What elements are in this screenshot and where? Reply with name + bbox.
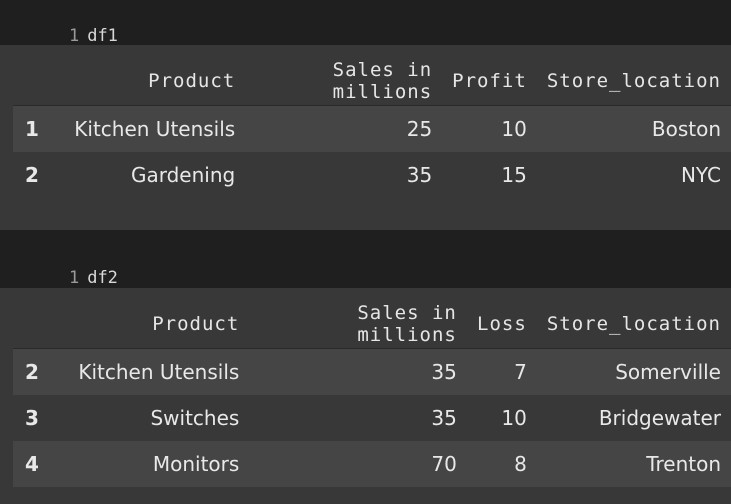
cell-store-location: Boston <box>536 105 731 152</box>
column-header-sales: Sales in millions <box>249 300 467 349</box>
cell-store-location: Trenton <box>536 441 731 487</box>
cell-sales: 35 <box>249 395 467 441</box>
cell-loss: 8 <box>466 441 537 487</box>
row-index: 2 <box>13 348 55 395</box>
row-index: 2 <box>13 152 54 198</box>
cell-product: Switches <box>54 395 250 441</box>
cell-store-location: Somerville <box>536 348 731 395</box>
header-row: Product Sales in millions Profit Store_l… <box>13 57 731 106</box>
cell-store-location: NYC <box>536 152 731 198</box>
column-header-store-location: Store_location <box>536 300 731 349</box>
column-header-sales: Sales in millions <box>245 57 443 106</box>
column-header-profit: Profit <box>442 57 537 106</box>
column-header-loss: Loss <box>466 300 537 349</box>
cell-profit: 10 <box>442 105 537 152</box>
index-header <box>13 57 54 106</box>
table-row: 3 Switches 35 10 Bridgewater <box>13 395 731 441</box>
table-row: 2 Gardening 35 15 NYC <box>13 152 731 198</box>
line-number: 1 <box>68 26 80 46</box>
row-index: 1 <box>13 105 54 152</box>
column-header-store-location: Store_location <box>536 57 731 106</box>
cell-sales: 25 <box>245 105 443 152</box>
cell-sales: 35 <box>249 348 467 395</box>
cell-sales: 70 <box>249 441 467 487</box>
output-area-df1: Product Sales in millions Profit Store_l… <box>0 45 731 230</box>
cell-product: Kitchen Utensils <box>54 348 250 395</box>
header-row: Product Sales in millions Loss Store_loc… <box>13 300 731 349</box>
code-cell-df1[interactable]: 1 df1 <box>0 0 731 46</box>
code-text: df1 <box>87 26 118 46</box>
dataframe-df2: Product Sales in millions Loss Store_loc… <box>13 300 731 487</box>
cell-loss: 7 <box>466 348 537 395</box>
index-header <box>13 300 55 349</box>
line-number: 1 <box>68 268 80 288</box>
cell-loss: 10 <box>466 395 537 441</box>
dataframe-df1: Product Sales in millions Profit Store_l… <box>13 57 731 198</box>
code-line[interactable]: 1 df2 <box>28 248 118 308</box>
cell-profit: 15 <box>442 152 537 198</box>
table-row: 4 Monitors 70 8 Trenton <box>13 441 731 487</box>
cell-store-location: Bridgewater <box>536 395 731 441</box>
cell-product: Monitors <box>54 441 250 487</box>
cell-sales: 35 <box>245 152 443 198</box>
cell-product: Gardening <box>53 152 246 198</box>
column-header-product: Product <box>54 300 250 349</box>
row-index: 3 <box>13 395 55 441</box>
cell-product: Kitchen Utensils <box>53 105 246 152</box>
table-row: 2 Kitchen Utensils 35 7 Somerville <box>13 348 731 395</box>
table-row: 1 Kitchen Utensils 25 10 Boston <box>13 105 731 152</box>
code-line[interactable]: 1 df1 <box>28 6 118 66</box>
row-index: 4 <box>13 441 55 487</box>
output-area-df2: Product Sales in millions Loss Store_loc… <box>0 288 731 504</box>
code-cell-df2[interactable]: 1 df2 <box>0 230 731 288</box>
code-text: df2 <box>87 268 118 288</box>
column-header-product: Product <box>53 57 246 106</box>
